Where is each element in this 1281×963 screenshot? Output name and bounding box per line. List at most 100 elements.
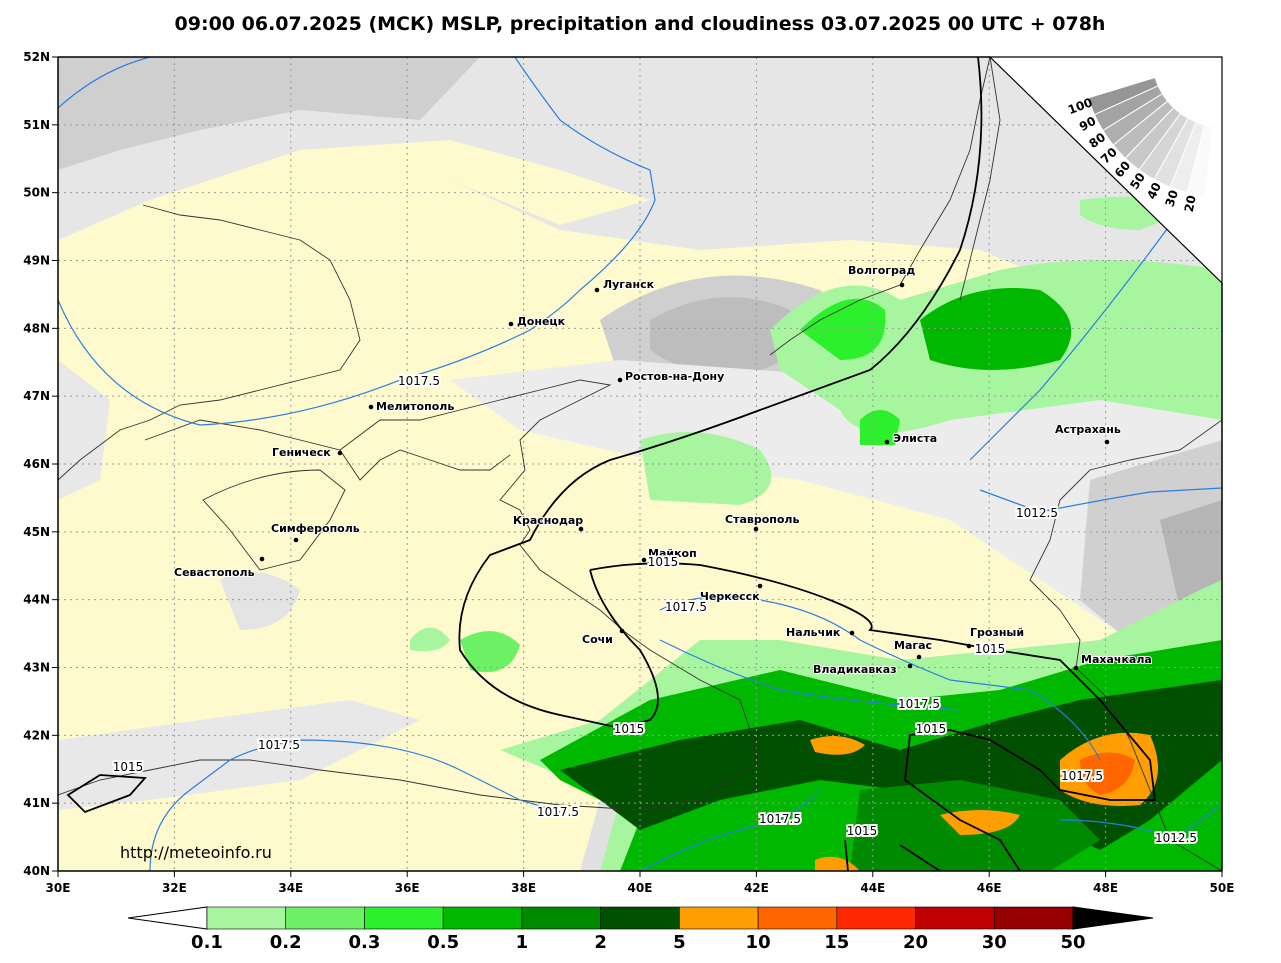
city-label: Майкоп — [648, 547, 697, 560]
isobar-label: 1012.5 — [1155, 831, 1197, 845]
city-dot — [907, 663, 913, 669]
city-label: Владикавказ — [813, 663, 897, 676]
lat-label: 43N — [23, 661, 50, 675]
cloud-label: 90 — [1077, 114, 1098, 134]
city-label: Краснодар — [513, 514, 583, 527]
isobar-label: 1017.5 — [537, 805, 579, 819]
source-url: http://meteoinfo.ru — [120, 843, 272, 862]
city-label: Симферополь — [271, 522, 360, 535]
legend-swatch — [364, 906, 444, 930]
legend-label: 1 — [516, 932, 529, 953]
cloud-label: 40 — [1144, 180, 1164, 201]
city-label: Элиста — [893, 432, 937, 445]
legend-swatch — [993, 906, 1074, 930]
cloud-wedge — [1186, 124, 1215, 197]
legend-swatch — [915, 906, 995, 930]
isobar-label: 1015 — [847, 824, 878, 838]
city-label: Волгоград — [848, 264, 915, 277]
legend-swatch — [757, 906, 838, 930]
cloud-label: 30 — [1163, 188, 1181, 208]
legend-label: 50 — [1060, 932, 1085, 953]
legend-swatch — [521, 906, 601, 930]
city-label: Мелитополь — [376, 400, 454, 413]
city-label: Астрахань — [1055, 423, 1121, 436]
lat-label: 41N — [23, 796, 50, 810]
lat-label: 42N — [23, 728, 50, 742]
isobar-label: 1015 — [916, 722, 947, 736]
lon-label: 38E — [511, 881, 536, 895]
isobar-label: 1012.5 — [1016, 506, 1058, 520]
city-dot — [849, 630, 855, 636]
legend-arrow-high — [1072, 906, 1154, 930]
city-dot — [1104, 439, 1110, 445]
legend-label: 2 — [594, 932, 607, 953]
city-dot — [259, 556, 265, 562]
lat-label: 46N — [23, 457, 50, 471]
lat-label: 47N — [23, 389, 50, 403]
isobar-label: 1017.5 — [1061, 769, 1103, 783]
isobar-label: 1015 — [113, 760, 144, 774]
isobar-label: 1017.5 — [759, 812, 801, 826]
city-dot — [966, 643, 972, 649]
legend-swatch — [600, 906, 680, 930]
lat-label: 50N — [23, 186, 50, 200]
city-dot — [578, 526, 584, 532]
legend-arrow-low — [127, 906, 208, 930]
isobar-label: 1015 — [648, 555, 679, 569]
legend-label: 30 — [982, 932, 1007, 953]
legend-swatch — [836, 906, 916, 930]
lon-label: 46E — [977, 881, 1002, 895]
lat-label: 48N — [23, 321, 50, 335]
legend-swatch — [679, 906, 759, 930]
city-dot — [757, 583, 763, 589]
map-title: 09:00 06.07.2025 (МСК) MSLP, precipitati… — [175, 13, 1106, 35]
lat-label: 51N — [23, 118, 50, 132]
city-dot — [293, 537, 299, 543]
city-label: Нальчик — [786, 626, 841, 639]
city-label: Грозный — [970, 626, 1024, 639]
city-dot — [368, 404, 374, 410]
city-label: Махачкала — [1081, 653, 1152, 666]
city-label: Севастополь — [174, 566, 255, 579]
legend-label: 20 — [903, 932, 928, 953]
city-dot — [916, 654, 922, 660]
city-label: Ставрополь — [725, 513, 799, 526]
legend-swatch — [285, 906, 365, 930]
lon-label: 42E — [744, 881, 769, 895]
city-dot — [641, 557, 647, 563]
city-dot — [617, 377, 623, 383]
city-label: Магас — [894, 639, 932, 652]
city-label: Черкесск — [700, 590, 760, 603]
legend-label: 0.3 — [349, 932, 381, 953]
legend-label: 0.2 — [270, 932, 302, 953]
lat-label: 40N — [23, 864, 50, 878]
city-label: Луганск — [603, 278, 655, 291]
isobar-label: 1017.5 — [258, 738, 300, 752]
lon-label: 34E — [278, 881, 303, 895]
cloud-label: 20 — [1182, 194, 1199, 213]
city-dot — [1073, 665, 1079, 671]
isobar-label: 1015 — [614, 722, 645, 736]
lon-label: 40E — [628, 881, 653, 895]
city-dot — [899, 282, 905, 288]
lon-label: 30E — [46, 881, 71, 895]
legend-label: 5 — [673, 932, 686, 953]
city-dot — [594, 287, 600, 293]
lon-label: 44E — [860, 881, 885, 895]
city-dot — [508, 321, 514, 327]
legend-label: 0.1 — [191, 932, 223, 953]
legend-label: 15 — [824, 932, 849, 953]
legend-swatch — [442, 906, 523, 930]
city-dot — [753, 526, 759, 532]
lon-label: 36E — [395, 881, 420, 895]
isobar-label: 1017.5 — [398, 374, 440, 388]
lon-label: 48E — [1093, 881, 1118, 895]
isobar-label: 1017.5 — [665, 600, 707, 614]
isobar-label: 1015 — [975, 642, 1006, 656]
city-dot — [884, 439, 890, 445]
city-label: Донецк — [517, 315, 566, 328]
city-label: Ростов-на-Дону — [625, 370, 724, 383]
legend-label: 0.5 — [427, 932, 459, 953]
isobar-label: 1017.5 — [898, 697, 940, 711]
lon-label: 50E — [1210, 881, 1235, 895]
